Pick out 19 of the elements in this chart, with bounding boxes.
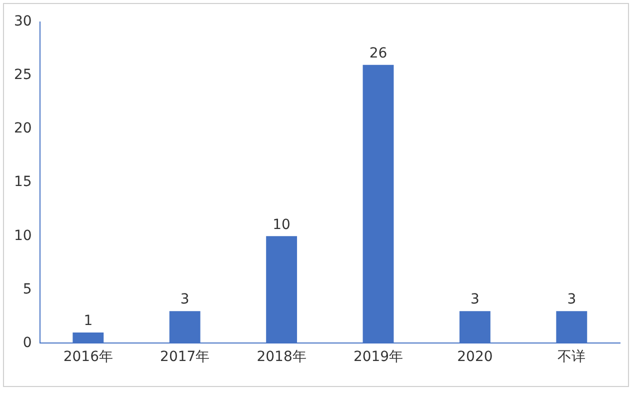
x-tick-label: 2018年 xyxy=(256,349,306,366)
data-label: 1 xyxy=(84,313,93,330)
data-label: 26 xyxy=(369,45,388,62)
y-tick-label: 5 xyxy=(22,281,32,298)
x-tick-label: 2016年 xyxy=(63,349,113,366)
data-label: 3 xyxy=(567,292,576,308)
y-tick-label: 20 xyxy=(14,120,32,137)
data-label: 10 xyxy=(272,216,290,233)
y-tick-label: 10 xyxy=(14,228,32,244)
y-tick-label: 25 xyxy=(14,67,32,84)
y-tick-label: 30 xyxy=(14,14,32,30)
x-tick-label: 2020 xyxy=(457,349,493,366)
x-tick-label: 2017年 xyxy=(160,349,210,366)
y-tick-label: 15 xyxy=(14,174,32,190)
data-label: 3 xyxy=(470,292,480,308)
x-tick-label: 2019年 xyxy=(353,349,404,366)
x-tick-label: 不详 xyxy=(558,349,586,366)
y-tick-label: 0 xyxy=(22,334,32,351)
data-label: 3 xyxy=(180,292,190,308)
